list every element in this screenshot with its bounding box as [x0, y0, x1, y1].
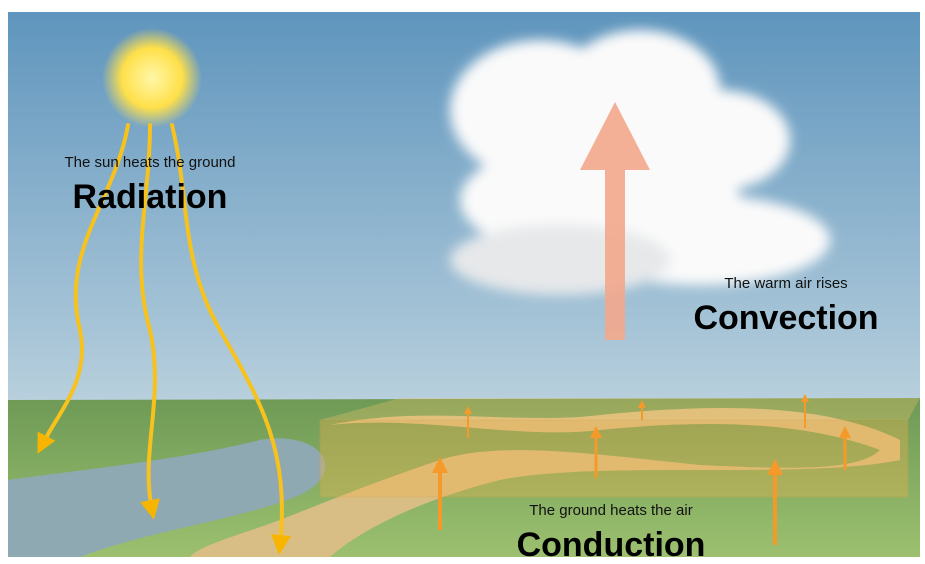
air-box — [320, 420, 908, 497]
radiation-title: Radiation — [73, 178, 228, 216]
air-box-top — [320, 398, 920, 420]
conduction-caption: The ground heats the air — [529, 502, 692, 519]
sun — [102, 28, 202, 128]
convection-caption: The warm air rises — [724, 275, 847, 292]
heat-transfer-diagram: The sun heats the ground Radiation The w… — [0, 0, 925, 564]
conduction-title: Conduction — [517, 526, 706, 564]
page: {"radiation": {"caption": "The sun heats… — [0, 0, 925, 564]
radiation-caption: The sun heats the ground — [65, 154, 236, 171]
convection-title: Convection — [693, 299, 878, 337]
